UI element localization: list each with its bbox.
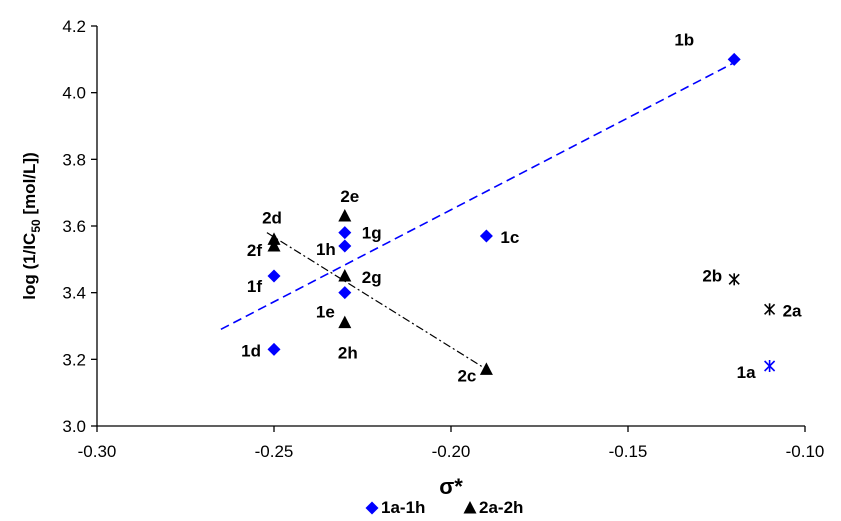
marker-2h <box>338 315 352 329</box>
point-label-2g: 2g <box>362 268 382 287</box>
marker-1e <box>338 286 352 300</box>
marker-1f <box>267 269 281 283</box>
point-label-2h: 2h <box>338 344 358 363</box>
point-label-1f: 1f <box>247 277 262 296</box>
x-tick-label: -0.30 <box>78 442 117 461</box>
x-tick-label: -0.25 <box>255 442 294 461</box>
x-tick-label: -0.20 <box>432 442 471 461</box>
marker-2a <box>764 303 776 316</box>
point-label-2a: 2a <box>783 301 802 320</box>
marker-1g <box>338 226 352 240</box>
point-label-1d: 1d <box>241 341 261 360</box>
x-axis-title: σ* <box>439 474 463 499</box>
x-tick-label: -0.10 <box>786 442 825 461</box>
y-tick-label: 4.2 <box>62 17 86 36</box>
point-label-2f: 2f <box>247 241 262 260</box>
trendline-1 <box>220 61 735 331</box>
point-label-1h: 1h <box>316 240 336 259</box>
y-tick-label: 3.0 <box>62 417 86 436</box>
x-tick-label: -0.15 <box>609 442 648 461</box>
marker-1c <box>479 229 493 243</box>
point-label-1g: 1g <box>362 224 382 243</box>
axes <box>96 26 805 427</box>
trendlines <box>220 61 735 370</box>
point-label-1a: 1a <box>737 363 756 382</box>
data-markers <box>267 52 776 375</box>
marker-2c <box>479 362 493 375</box>
legend-label-1: 1a-1h <box>381 498 425 517</box>
point-label-2b: 2b <box>702 266 722 285</box>
trendline-2 <box>266 232 487 370</box>
marker-2g <box>338 269 352 282</box>
y-axis-title-suffix: [mol/L]) <box>20 152 39 219</box>
legend: 1a-1h 2a-2h <box>365 498 523 517</box>
marker-2d <box>267 232 281 245</box>
y-tick-label: 3.4 <box>62 284 86 303</box>
y-tick-label: 4.0 <box>62 84 86 103</box>
legend-marker-2 <box>463 501 477 514</box>
y-axis-ticks: 3.0 3.2 3.4 3.6 3.8 4.0 4.2 <box>62 17 97 436</box>
marker-2f <box>267 239 281 252</box>
marker-1b <box>727 52 741 66</box>
point-label-1e: 1e <box>316 303 335 322</box>
point-label-2d: 2d <box>262 208 282 227</box>
y-axis-title-subscript: 50 <box>29 219 43 233</box>
marker-2b <box>728 273 740 286</box>
point-label-1b: 1b <box>674 30 694 49</box>
marker-1a <box>764 360 776 372</box>
legend-label-2: 2a-2h <box>479 498 523 517</box>
y-tick-label: 3.6 <box>62 217 86 236</box>
legend-marker-1 <box>365 501 379 515</box>
marker-2e <box>338 209 352 222</box>
point-label-1c: 1c <box>500 228 519 247</box>
point-label-2e: 2e <box>340 187 359 206</box>
x-axis-ticks: -0.30 -0.25 -0.20 -0.15 -0.10 <box>78 426 825 461</box>
y-axis-title-prefix: log (1/IC <box>20 233 39 300</box>
point-label-2c: 2c <box>457 366 476 385</box>
y-tick-label: 3.2 <box>62 350 86 369</box>
y-tick-label: 3.8 <box>62 150 86 169</box>
marker-1d <box>267 342 281 356</box>
marker-1h <box>338 239 352 253</box>
point-labels: 1b 1c 1d 1e 1f 1g 1h 2c 2d 2e 2f 2g 2h 1a 2a 2b <box>241 30 802 385</box>
y-axis-title: log (1/IC50 [mol/L]) <box>20 152 43 299</box>
